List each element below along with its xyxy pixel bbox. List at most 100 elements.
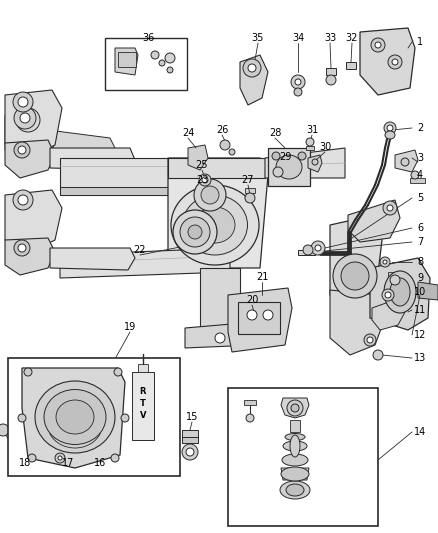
- Circle shape: [310, 241, 324, 255]
- Bar: [237, 302, 279, 334]
- Circle shape: [387, 55, 401, 69]
- Polygon shape: [345, 62, 355, 69]
- Text: 14: 14: [413, 427, 425, 437]
- Text: 25: 25: [195, 160, 208, 170]
- Circle shape: [366, 337, 372, 343]
- Text: 27: 27: [241, 175, 254, 185]
- Ellipse shape: [280, 467, 308, 481]
- Circle shape: [286, 400, 302, 416]
- Circle shape: [294, 79, 300, 85]
- Polygon shape: [168, 158, 267, 268]
- Polygon shape: [290, 420, 299, 432]
- Circle shape: [24, 368, 32, 376]
- Circle shape: [194, 179, 226, 211]
- Ellipse shape: [56, 400, 94, 434]
- Polygon shape: [409, 178, 424, 183]
- Circle shape: [182, 444, 198, 460]
- Text: 33: 33: [323, 33, 336, 43]
- Polygon shape: [5, 190, 62, 252]
- Text: 7: 7: [416, 237, 422, 247]
- Circle shape: [187, 225, 201, 239]
- Circle shape: [201, 177, 208, 183]
- Text: 16: 16: [94, 458, 106, 468]
- Circle shape: [383, 122, 395, 134]
- Polygon shape: [8, 108, 55, 150]
- Polygon shape: [394, 150, 417, 172]
- Bar: [105, 38, 187, 90]
- Circle shape: [332, 254, 376, 298]
- Circle shape: [173, 210, 216, 254]
- Polygon shape: [359, 28, 414, 95]
- Circle shape: [381, 289, 393, 301]
- Polygon shape: [115, 48, 138, 75]
- Text: 5: 5: [416, 193, 422, 203]
- Polygon shape: [6, 105, 58, 162]
- Text: 30: 30: [318, 142, 330, 152]
- Polygon shape: [240, 55, 267, 105]
- Polygon shape: [417, 282, 437, 300]
- Circle shape: [198, 174, 211, 186]
- Polygon shape: [168, 158, 265, 178]
- Circle shape: [111, 454, 119, 462]
- Text: R: R: [139, 387, 146, 397]
- Polygon shape: [280, 398, 308, 418]
- Polygon shape: [329, 215, 381, 315]
- Polygon shape: [297, 250, 314, 255]
- Text: 22: 22: [134, 245, 146, 255]
- Polygon shape: [60, 248, 230, 278]
- Circle shape: [382, 201, 396, 215]
- Circle shape: [13, 190, 33, 210]
- Text: 10: 10: [413, 287, 425, 297]
- Text: 6: 6: [416, 223, 422, 233]
- Circle shape: [247, 310, 256, 320]
- Circle shape: [363, 334, 375, 346]
- Circle shape: [201, 186, 219, 204]
- Ellipse shape: [281, 454, 307, 466]
- Circle shape: [370, 38, 384, 52]
- Circle shape: [58, 456, 62, 460]
- Circle shape: [22, 114, 34, 126]
- Polygon shape: [5, 140, 55, 178]
- Text: 3: 3: [416, 153, 422, 163]
- Polygon shape: [387, 272, 401, 276]
- Text: 8: 8: [416, 257, 422, 267]
- Ellipse shape: [285, 484, 303, 496]
- Polygon shape: [187, 145, 208, 170]
- Circle shape: [55, 453, 65, 463]
- Polygon shape: [60, 158, 194, 195]
- Circle shape: [219, 140, 230, 150]
- Circle shape: [229, 149, 234, 155]
- Circle shape: [18, 414, 26, 422]
- Text: V: V: [139, 411, 146, 421]
- Polygon shape: [138, 364, 148, 372]
- Text: 9: 9: [416, 273, 422, 283]
- Circle shape: [389, 275, 399, 285]
- Ellipse shape: [276, 155, 301, 179]
- Polygon shape: [267, 148, 309, 186]
- Circle shape: [290, 404, 298, 412]
- Text: 29: 29: [278, 152, 290, 162]
- Circle shape: [28, 454, 36, 462]
- Circle shape: [151, 51, 159, 59]
- Circle shape: [374, 42, 380, 48]
- Polygon shape: [265, 148, 344, 178]
- Text: 20: 20: [245, 295, 258, 305]
- Ellipse shape: [171, 185, 258, 265]
- Polygon shape: [280, 468, 308, 480]
- Circle shape: [245, 414, 254, 422]
- Polygon shape: [5, 238, 55, 275]
- Circle shape: [165, 53, 175, 63]
- Circle shape: [302, 245, 312, 255]
- Circle shape: [14, 107, 36, 129]
- Circle shape: [314, 245, 320, 251]
- Text: 32: 32: [345, 33, 357, 43]
- Text: 24: 24: [181, 128, 194, 138]
- Polygon shape: [325, 68, 335, 75]
- Ellipse shape: [389, 278, 409, 306]
- Polygon shape: [227, 288, 291, 352]
- Ellipse shape: [384, 131, 394, 139]
- Circle shape: [400, 158, 408, 166]
- Text: 4: 4: [416, 170, 422, 180]
- Circle shape: [379, 257, 389, 267]
- Ellipse shape: [44, 390, 106, 445]
